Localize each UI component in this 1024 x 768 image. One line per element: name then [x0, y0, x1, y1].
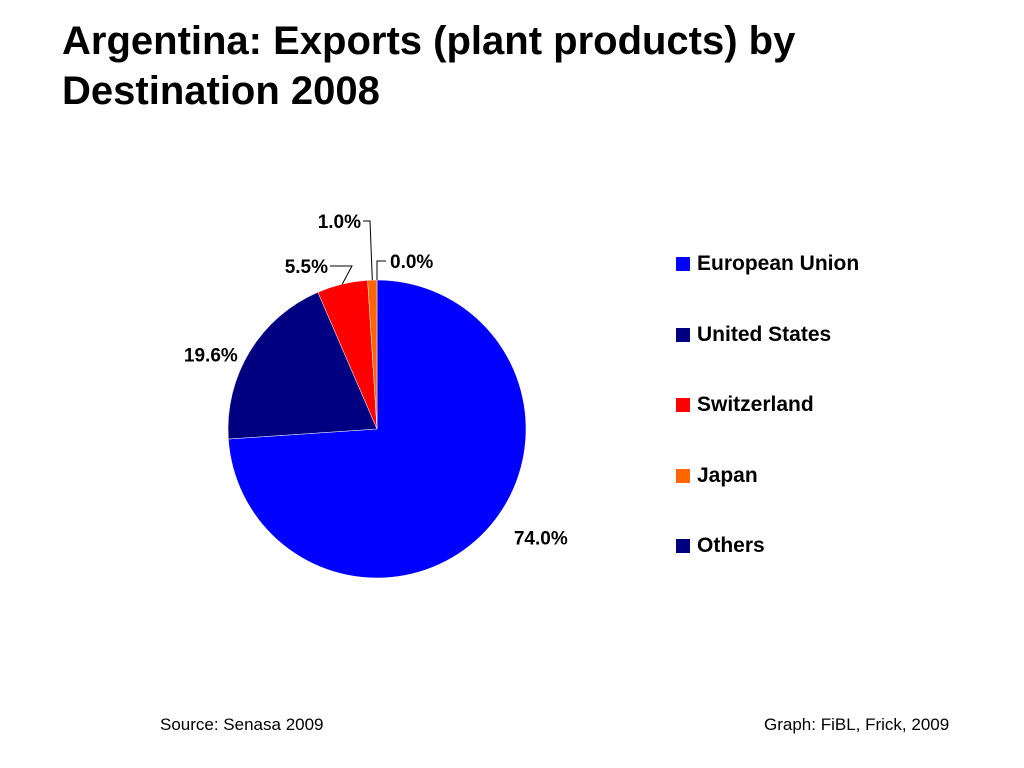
- chart-legend: European Union United States Switzerland Ja…: [676, 248, 859, 601]
- legend-label-japan: Japan: [697, 463, 758, 487]
- legend-item-united-states: United States: [676, 319, 859, 390]
- legend-swatch-european-union: [676, 257, 690, 271]
- leader-line-switzerland: [330, 265, 353, 285]
- legend-label-united-states: United States: [697, 322, 832, 346]
- legend-swatch-switzerland: [676, 398, 690, 412]
- graph-credit: Graph: FiBL, Frick, 2009: [764, 715, 950, 734]
- leader-line-others: [376, 260, 386, 280]
- leader-line-japan: [363, 220, 373, 281]
- pie-slice-united-states: [227, 291, 378, 440]
- legend-item-switzerland: Switzerland: [676, 389, 859, 460]
- legend-label-others: Others: [697, 534, 765, 557]
- data-label-others: 0.0%: [390, 252, 433, 273]
- legend-label-switzerland: Switzerland: [697, 393, 814, 416]
- data-labels: 74.0% 19.6% 5.5% 1.0% 0.0%: [184, 212, 568, 550]
- legend-swatch-others: [676, 539, 690, 553]
- leader-lines: [330, 220, 386, 285]
- chart-title: Argentina: Exports (plant products) by D…: [62, 19, 796, 113]
- data-label-european-union: 74.0%: [514, 529, 568, 550]
- legend-item-others: Others: [676, 530, 859, 601]
- legend-item-european-union: European Union: [676, 248, 859, 319]
- legend-swatch-united-states: [676, 327, 690, 342]
- data-label-japan: 1.0%: [318, 212, 361, 233]
- legend-item-japan: Japan: [676, 460, 859, 531]
- legend-label-european-union: European Union: [697, 252, 860, 275]
- data-label-switzerland: 5.5%: [285, 257, 328, 278]
- source-note: Source: Senasa 2009: [160, 715, 324, 734]
- data-label-united-states: 19.6%: [184, 345, 238, 366]
- legend-swatch-japan: [676, 468, 690, 483]
- pie-slices: [227, 279, 527, 579]
